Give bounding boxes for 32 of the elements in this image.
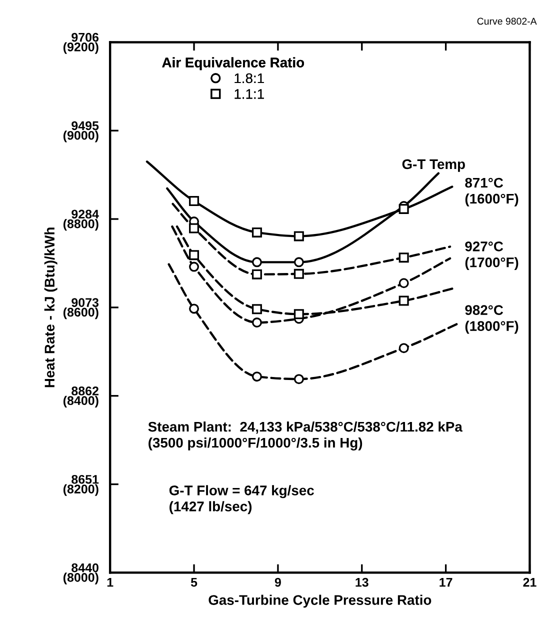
x-tick-label: 21 <box>523 578 536 587</box>
x-tick-label: 13 <box>356 578 368 587</box>
x-tick-label: 5 <box>190 578 198 587</box>
y2-tick-label: (8600) <box>63 307 98 320</box>
y-tick-label: 8440 <box>72 563 98 572</box>
y2-tick-label: (8800) <box>63 219 98 231</box>
y2-tick-label: (9200) <box>63 42 98 54</box>
legend-label: 1.1:1 <box>234 89 264 99</box>
annotation: 871°C (1600°F) <box>465 178 518 206</box>
y-tick-label: 8862 <box>72 386 98 396</box>
y-tick-label: 9706 <box>72 32 99 42</box>
y-tick-label: 9073 <box>72 298 99 307</box>
annotation: G-T Temp <box>402 159 465 172</box>
legend-label: 1.8:1 <box>234 73 264 84</box>
text: Curve 9802-A <box>477 18 537 25</box>
y2-axis-title: Heat Rate - kJ (Btu)/kWh <box>44 228 58 388</box>
x-axis-title: Gas-Turbine Cycle Pressure Ratio <box>208 594 432 608</box>
x-tick-label: 1 <box>107 578 114 587</box>
annotation: 927°C (1700°F) <box>465 242 518 270</box>
legend-title: Air Equivalence Ratio <box>162 57 304 70</box>
x-tick-label: 17 <box>440 578 452 587</box>
y-tick-label: 8651 <box>72 474 99 484</box>
y-tick-label: 9495 <box>72 121 99 130</box>
y-tick-label: 9284 <box>72 210 99 219</box>
y2-tick-label: (9000) <box>63 130 98 142</box>
annotation: Steam Plant: 24,133 kPa/538°C/538°C/11.82 kPa (3500 psi/1000°F/1000°/3.5 in Hg) <box>148 421 462 450</box>
y2-tick-label: (8200) <box>63 484 98 496</box>
annotation: 982°C (1800°F) <box>465 305 518 334</box>
x-tick-label: 9 <box>274 578 281 587</box>
y2-tick-label: (8000) <box>63 572 98 584</box>
y2-tick-label: (8400) <box>63 396 98 408</box>
annotation: G-T Flow = 647 kg/sec (1427 lb/sec) <box>169 485 314 514</box>
